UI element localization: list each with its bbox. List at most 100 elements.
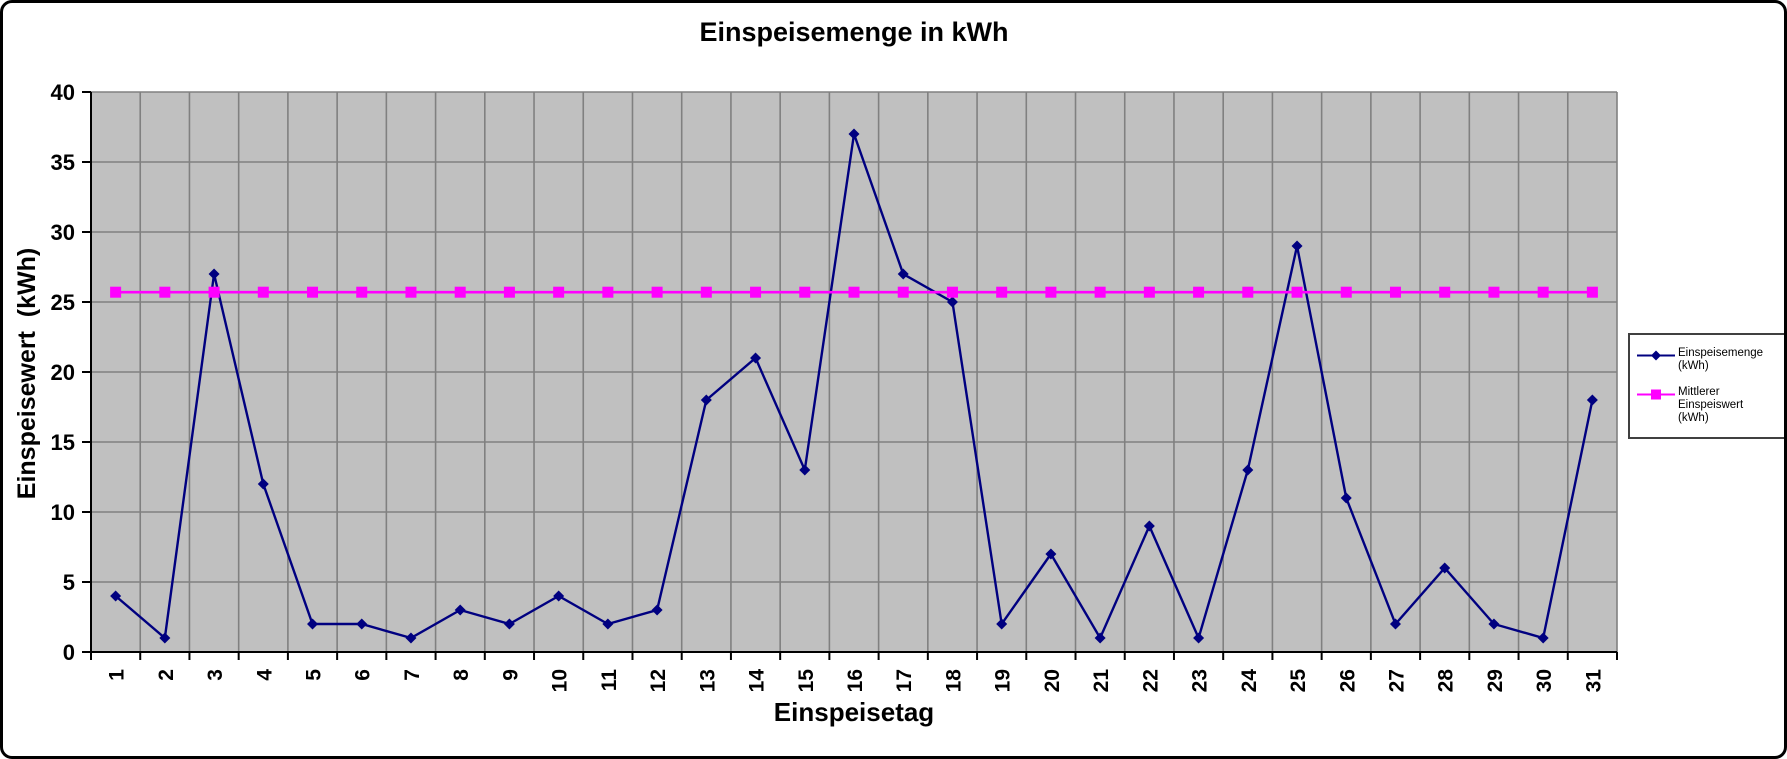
data-point-marker (454, 286, 466, 298)
data-point-marker (848, 286, 860, 298)
data-point-marker (1242, 464, 1254, 476)
svg-text:11: 11 (598, 669, 621, 692)
data-point-marker (159, 286, 171, 298)
data-point-marker (1586, 286, 1598, 298)
svg-text:18: 18 (942, 669, 965, 693)
legend-label: Mittlerer Einspeiswert (kWh) (1678, 386, 1744, 424)
data-point-marker (897, 286, 909, 298)
data-point-marker (700, 394, 712, 406)
data-point-marker (1389, 618, 1401, 630)
data-point-marker (897, 268, 909, 280)
data-point-marker (405, 286, 417, 298)
data-point-marker (1143, 286, 1155, 298)
svg-text:25: 25 (1287, 669, 1310, 693)
data-point-marker (651, 286, 663, 298)
plot-canvas: 1 2 3 4 5 6 7 8 9 10 11 12 13 14 15 16 17 18 19 20 21 22 23 24 2… (51, 80, 1618, 693)
data-point-marker (602, 618, 614, 630)
y-axis-title-wrap: Einspeisewert (kWh) (5, 103, 51, 643)
data-point-marker (1094, 632, 1106, 644)
svg-text:30: 30 (51, 220, 75, 245)
data-point-marker (257, 286, 269, 298)
svg-text:3: 3 (204, 669, 227, 681)
data-point-marker (356, 618, 368, 630)
svg-text:12: 12 (647, 669, 670, 692)
svg-text:8: 8 (450, 669, 473, 681)
data-point-marker (1537, 286, 1549, 298)
svg-text:5: 5 (303, 669, 326, 681)
data-point-marker (799, 286, 811, 298)
svg-text:24: 24 (1238, 669, 1261, 693)
svg-text:15: 15 (51, 430, 75, 455)
svg-text:29: 29 (1484, 669, 1507, 692)
data-point-marker (1439, 562, 1451, 574)
svg-text:31: 31 (1582, 669, 1605, 693)
data-point-marker (1488, 618, 1500, 630)
data-point-marker (1488, 286, 1500, 298)
data-point-marker (1439, 286, 1451, 298)
svg-text:17: 17 (893, 669, 916, 692)
svg-text:10: 10 (51, 500, 75, 525)
data-point-marker (750, 352, 762, 364)
data-point-marker (750, 286, 762, 298)
svg-text:30: 30 (1533, 669, 1556, 692)
data-point-marker (208, 286, 220, 298)
svg-text:9: 9 (499, 669, 522, 681)
svg-text:1: 1 (106, 669, 129, 681)
data-point-marker (1193, 632, 1205, 644)
y-axis-title: Einspeisewert (kWh) (13, 247, 42, 499)
svg-text:14: 14 (746, 669, 769, 693)
data-point-marker (799, 464, 811, 476)
svg-text:21: 21 (1090, 669, 1113, 693)
x-tick-labels: 1 2 3 4 5 6 7 8 9 10 11 12 13 14 15 16 17 18 19 20 21 22 23 24 2… (106, 669, 1606, 693)
data-point-marker (1340, 492, 1352, 504)
data-point-marker (257, 478, 269, 490)
legend-marker-icon (1637, 389, 1675, 400)
svg-text:10: 10 (549, 669, 572, 692)
svg-text:13: 13 (696, 669, 719, 692)
data-point-marker (996, 618, 1008, 630)
legend-entry: Mittlerer Einspeiswert (kWh) (1637, 386, 1780, 425)
data-point-marker (1045, 548, 1057, 560)
svg-text:20: 20 (51, 360, 75, 385)
series (110, 286, 1598, 298)
svg-text:5: 5 (63, 570, 75, 595)
axis-ticks (82, 91, 1618, 660)
data-point-marker (405, 632, 417, 644)
data-point-marker (307, 286, 319, 298)
svg-text:40: 40 (51, 80, 75, 105)
svg-text:35: 35 (51, 150, 75, 175)
data-point-marker (700, 286, 712, 298)
svg-text:6: 6 (352, 669, 375, 681)
data-point-marker (1340, 286, 1352, 298)
data-point-marker (1193, 286, 1205, 298)
data-point-marker (553, 590, 565, 602)
svg-text:19: 19 (992, 669, 1015, 692)
legend-entry: Einspeisemenge (kWh) (1637, 347, 1780, 373)
data-point-marker (503, 286, 515, 298)
chart-title: Einspeisemenge in kWh (699, 17, 1009, 47)
svg-text:2: 2 (155, 669, 178, 681)
data-point-marker (602, 286, 614, 298)
data-point-marker (651, 604, 663, 616)
svg-text:25: 25 (51, 290, 75, 315)
svg-text:0: 0 (63, 640, 75, 665)
data-point-marker (1291, 240, 1303, 252)
svg-text:15: 15 (795, 669, 818, 693)
series (110, 128, 1598, 644)
svg-text:16: 16 (844, 669, 867, 692)
data-point-marker (110, 286, 122, 298)
data-point-marker (848, 128, 860, 140)
data-point-marker (1045, 286, 1057, 298)
data-point-marker (946, 286, 958, 298)
svg-text:22: 22 (1139, 669, 1162, 692)
data-point-marker (356, 286, 368, 298)
svg-text:27: 27 (1385, 669, 1408, 692)
legend-label: Einspeisemenge (kWh) (1678, 347, 1764, 372)
svg-text:23: 23 (1189, 669, 1212, 692)
y-tick-labels: 0 5 10 15 20 25 30 35 40 (51, 80, 75, 665)
svg-text:20: 20 (1041, 669, 1064, 692)
data-point-marker (454, 604, 466, 616)
data-point-marker (1143, 520, 1155, 532)
data-point-marker (1537, 632, 1549, 644)
